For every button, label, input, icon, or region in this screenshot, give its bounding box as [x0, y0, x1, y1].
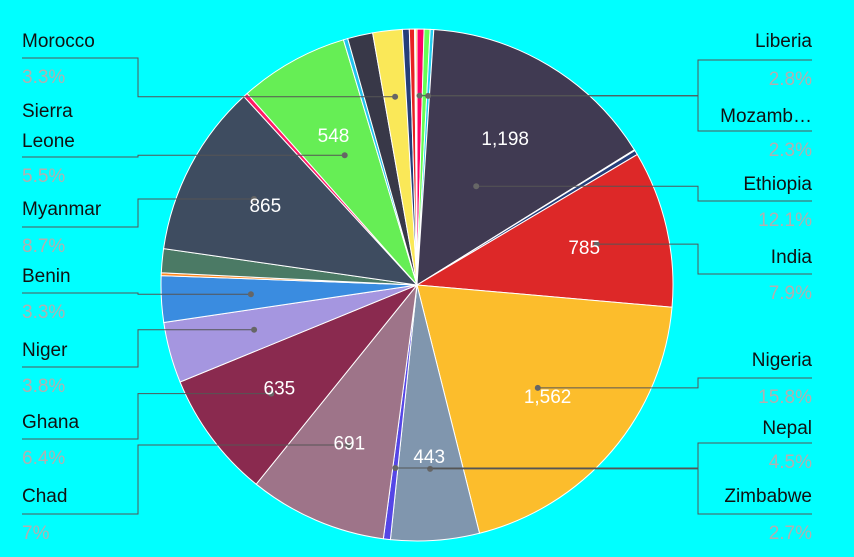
callout-name: Benin [22, 266, 71, 287]
slice-value-label: 785 [568, 238, 600, 259]
callout-name: Ghana [22, 412, 79, 433]
callout-anchor-dot [473, 183, 480, 190]
callout-anchor-dot [268, 390, 275, 397]
callout-leader-line [22, 292, 251, 295]
pie-slice[interactable] [246, 39, 418, 286]
callout-anchor-dot [427, 465, 434, 472]
callout-percent: 6.4% [22, 448, 65, 469]
slice-value-label: 548 [318, 126, 350, 147]
callout-name: Niger [22, 340, 68, 361]
callout-labels: Liberia 2.8% Mozamb… 2.3% Ethiopia 12.1% India… [22, 31, 812, 544]
callout-leader-line [430, 442, 812, 470]
callout-leader-line [395, 467, 812, 515]
callout-percent: 7.9% [769, 283, 812, 304]
slice-value-label: 1,198 [481, 129, 529, 150]
callout-leader-line [596, 243, 812, 275]
slice-value-label: 443 [413, 447, 445, 468]
slice-value-label: 691 [333, 434, 365, 455]
callout-percent: 8.7% [22, 236, 65, 257]
callout-anchor-dot [593, 241, 600, 248]
callout-name: Morocco [22, 31, 95, 52]
callout-name: Ethiopia [743, 174, 812, 195]
pie-slice[interactable] [414, 28, 418, 286]
callout-anchor-dot [425, 92, 432, 99]
callout-anchor-dot [341, 152, 348, 159]
callout-anchor-dot [534, 384, 541, 391]
callout-leader-line [22, 57, 396, 98]
callout-leader-line [22, 444, 349, 515]
callout-name: Zimbabwe [724, 486, 812, 507]
callout-name: Mozamb… [720, 106, 812, 127]
slice-value-label: 1,562 [524, 387, 572, 408]
callout-leader-line [22, 393, 272, 440]
callout-percent: 3.8% [22, 376, 65, 397]
callout-percent: 2.8% [769, 69, 812, 90]
pie-slice[interactable] [255, 283, 418, 540]
callout-anchor-dot [345, 442, 352, 448]
callout-anchor-dot [247, 291, 254, 298]
callout-leader-line [428, 95, 812, 132]
slice-value-label: 635 [264, 379, 296, 400]
callout-percent: 3.3% [22, 67, 65, 88]
callout-leader-line [22, 154, 345, 158]
callout-leaders [22, 57, 812, 515]
callout-name: Liberia [755, 31, 812, 52]
callout-name: Myanmar [22, 199, 102, 220]
callout-name: Nigeria [752, 350, 813, 371]
callout-anchor-dot [251, 326, 258, 333]
slice-value-label: 865 [249, 196, 281, 217]
pie-slice[interactable] [163, 95, 419, 286]
callout-anchor-dot [392, 93, 399, 100]
callout-anchor-dot [251, 196, 257, 202]
callout-name: Nepal [762, 418, 812, 439]
slice-value-labels: 1,198 785 1,562 443 691 635 865 548 [249, 126, 600, 468]
callout-name: Sierra [22, 101, 73, 122]
callout-name: Leone [22, 131, 75, 152]
callout-name: Chad [22, 486, 67, 507]
pie-slices [160, 28, 674, 542]
callout-percent: 7% [22, 523, 50, 544]
callout-percent: 4.5% [769, 452, 812, 473]
callout-percent: 12.1% [758, 210, 812, 231]
callout-percent: 3.3% [22, 302, 65, 323]
callout-leader-line [22, 198, 254, 228]
callout-percent: 15.8% [758, 387, 812, 408]
pie-slice[interactable] [415, 153, 674, 308]
callout-leader-line [22, 329, 255, 368]
pie-slice[interactable] [179, 284, 418, 485]
pie-slice[interactable] [416, 29, 636, 286]
callout-anchor-dot [416, 92, 423, 99]
callout-anchor-dot [392, 465, 399, 471]
callout-name: India [771, 247, 813, 268]
callout-percent: 5.5% [22, 166, 65, 187]
pie-slice[interactable] [416, 284, 673, 534]
callout-leader-line [537, 377, 812, 389]
callout-percent: 2.7% [769, 523, 812, 544]
callout-percent: 2.3% [769, 140, 812, 161]
callout-leader-line [476, 185, 812, 202]
